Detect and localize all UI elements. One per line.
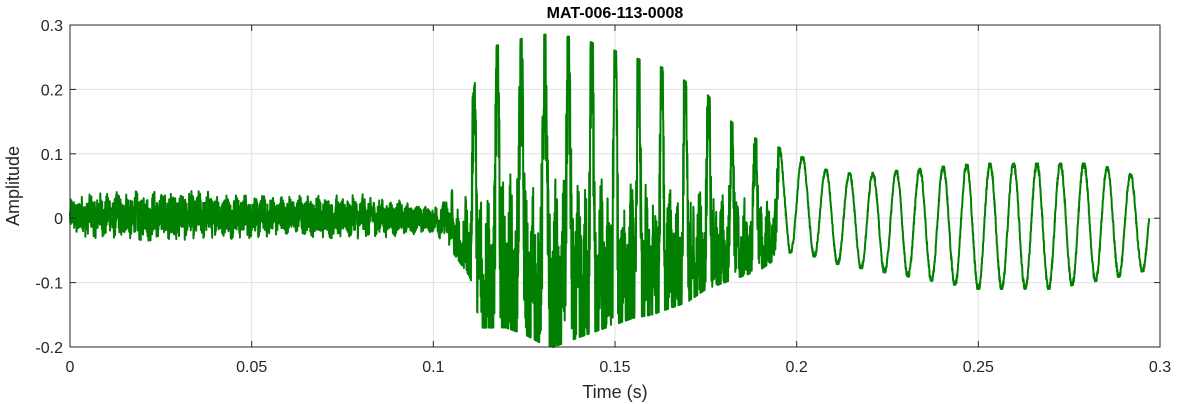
- ticks: 0 0.05 0.1 0.15 0.2 0.25 0.3 -0.2 -0.1 0 0.1 0.2 0.3: [35, 18, 1171, 376]
- chart-title: MAT-006-113-0008: [547, 5, 684, 22]
- x-axis-label: Time (s): [582, 382, 647, 402]
- x-tick-label: 0.25: [963, 359, 994, 376]
- y-tick-label: 0.2: [41, 82, 63, 99]
- x-tick-label: 0.05: [236, 359, 267, 376]
- y-tick-label: 0.3: [41, 18, 63, 35]
- x-tick-label: 0.2: [786, 359, 808, 376]
- y-tick-label: 0: [54, 211, 63, 228]
- series-line: [69, 33, 1151, 348]
- y-tick-label: -0.2: [35, 340, 63, 357]
- x-tick-label: 0: [66, 359, 75, 376]
- x-tick-label: 0.1: [422, 359, 444, 376]
- x-tick-label: 0.15: [599, 359, 630, 376]
- y-tick-label: 0.1: [41, 147, 63, 164]
- y-tick-label: -0.1: [35, 276, 63, 293]
- series-group: [69, 33, 1151, 348]
- x-tick-label: 0.3: [1149, 359, 1171, 376]
- y-axis-label: Amplitude: [3, 146, 23, 226]
